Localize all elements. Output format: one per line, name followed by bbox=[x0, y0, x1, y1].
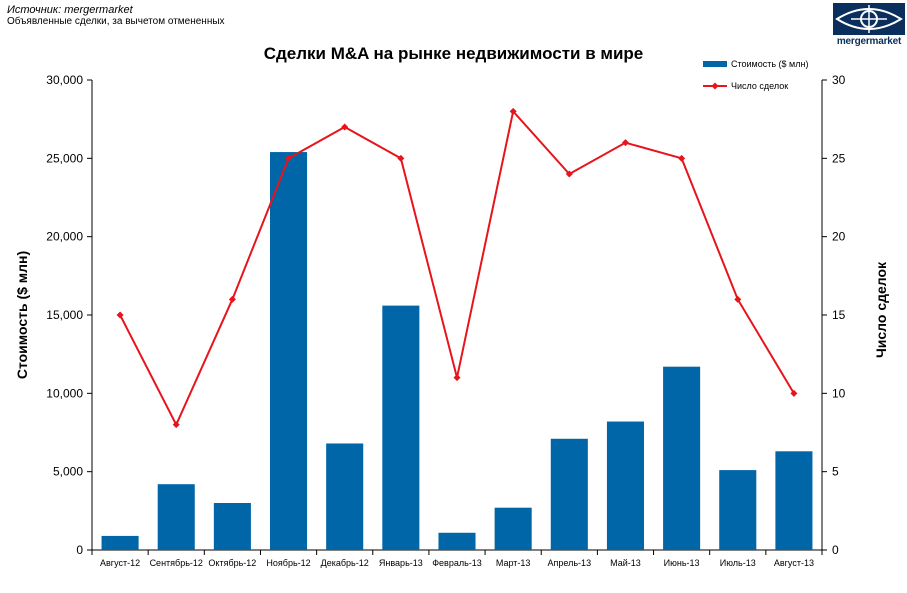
value-bar bbox=[550, 438, 588, 550]
deals-count-point bbox=[285, 154, 293, 162]
legend-line-marker bbox=[711, 82, 719, 90]
x-category-label: Январь-13 bbox=[379, 558, 423, 568]
deals-count-point bbox=[678, 154, 686, 162]
value-bar bbox=[326, 443, 364, 550]
y2-tick-label: 5 bbox=[832, 465, 839, 479]
deals-count-point bbox=[790, 389, 798, 397]
legend-bar-label: Стоимость ($ млн) bbox=[731, 59, 808, 69]
y-tick-label: 0 bbox=[76, 543, 83, 557]
y2-axis-title: Число сделок bbox=[873, 261, 889, 358]
value-bar bbox=[494, 507, 532, 550]
mergermarket-logo-icon bbox=[833, 3, 905, 35]
x-category-label: Май-13 bbox=[610, 558, 641, 568]
deals-count-point bbox=[172, 421, 180, 429]
legend-bar-swatch bbox=[703, 61, 727, 67]
x-category-label: Август-12 bbox=[100, 558, 140, 568]
legend-line-label: Число сделок bbox=[731, 81, 788, 91]
deals-count-point bbox=[734, 295, 742, 303]
deals-count-point bbox=[509, 107, 517, 115]
deals-count-point bbox=[621, 139, 629, 147]
value-bar bbox=[270, 152, 308, 551]
deals-count-point bbox=[341, 123, 349, 131]
y2-tick-label: 25 bbox=[832, 151, 846, 165]
x-category-label: Декабрь-12 bbox=[321, 558, 369, 568]
y-axis-title: Стоимость ($ млн) bbox=[14, 251, 30, 379]
y-tick-label: 5,000 bbox=[53, 465, 83, 479]
value-bar bbox=[663, 366, 701, 550]
value-bar bbox=[606, 421, 644, 550]
y-tick-label: 15,000 bbox=[46, 308, 83, 322]
y2-tick-label: 20 bbox=[832, 230, 846, 244]
deals-count-point bbox=[116, 311, 124, 319]
x-category-label: Июнь-13 bbox=[664, 558, 700, 568]
value-bar bbox=[382, 305, 420, 550]
y-tick-label: 10,000 bbox=[46, 386, 83, 400]
x-category-label: Апрель-13 bbox=[548, 558, 592, 568]
y-tick-label: 25,000 bbox=[46, 151, 83, 165]
value-bar bbox=[157, 484, 195, 550]
source-note: Источник: mergermarket bbox=[7, 4, 133, 16]
value-bar bbox=[719, 470, 757, 550]
deals-count-point bbox=[453, 374, 461, 382]
y-tick-label: 30,000 bbox=[46, 73, 83, 87]
deals-count-point bbox=[228, 295, 236, 303]
y2-tick-label: 15 bbox=[832, 308, 846, 322]
chart-title: Сделки M&A на рынке недвижимости в мире bbox=[263, 44, 644, 63]
x-category-label: Август-13 bbox=[774, 558, 814, 568]
value-bar bbox=[775, 451, 813, 550]
x-category-label: Сентябрь-12 bbox=[150, 558, 203, 568]
x-category-label: Февраль-13 bbox=[432, 558, 482, 568]
x-category-label: Октябрь-12 bbox=[208, 558, 256, 568]
x-category-label: Ноябрь-12 bbox=[266, 558, 310, 568]
y2-tick-label: 10 bbox=[832, 386, 846, 400]
x-category-label: Март-13 bbox=[496, 558, 531, 568]
value-bar bbox=[101, 535, 139, 550]
x-category-label: Июль-13 bbox=[720, 558, 756, 568]
y-tick-label: 20,000 bbox=[46, 230, 83, 244]
value-bar bbox=[438, 532, 476, 550]
y2-tick-label: 30 bbox=[832, 73, 846, 87]
deals-count-point bbox=[397, 154, 405, 162]
value-bar bbox=[213, 503, 251, 550]
y2-tick-label: 0 bbox=[832, 543, 839, 557]
deals-count-point bbox=[565, 170, 573, 178]
logo-text: mergermarket bbox=[836, 36, 902, 47]
subtitle-note: Объявленные сделки, за вычетом отмененны… bbox=[7, 16, 225, 27]
